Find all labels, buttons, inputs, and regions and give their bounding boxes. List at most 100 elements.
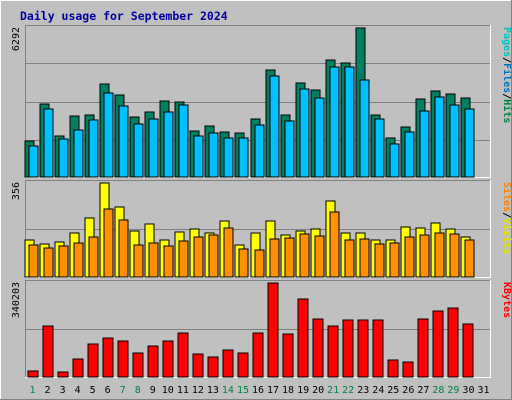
bar-sites-day-13	[208, 234, 219, 278]
legend-part: Files	[501, 63, 512, 93]
x-tick-label: 25	[387, 385, 399, 396]
bar-sites-day-28	[434, 232, 445, 278]
bar-kbytes-day-3	[57, 371, 69, 378]
bar-kbytes-day-11	[177, 332, 189, 378]
bar-sites-day-27	[419, 234, 430, 278]
bar-kbytes-day-2	[42, 325, 54, 378]
panel-kbytes: 340203 KBytes	[11, 280, 512, 378]
bar-sites-day-23	[359, 238, 370, 278]
x-tick-label: 16	[252, 385, 264, 396]
x-tick-label: 18	[282, 385, 294, 396]
x-tick-label: 13	[207, 385, 219, 396]
bar-kbytes-day-5	[87, 343, 99, 378]
x-tick-label: 26	[402, 385, 414, 396]
x-tick-label: 9	[150, 385, 156, 396]
y-max-label: 356	[11, 182, 22, 200]
bar-kbytes-day-6	[102, 337, 114, 378]
bar-sites-day-14	[223, 227, 234, 278]
x-tick-label: 8	[135, 385, 141, 396]
x-tick-label: 7	[120, 385, 126, 396]
bar-kbytes-day-28	[432, 310, 444, 378]
bar-kbytes-day-1	[27, 370, 39, 378]
x-axis-day-labels: 1 2 3 4 5 6 7 8 9 10 11 12 13 14 15 16 17 18 19 20 21 22 23 24 2…	[30, 385, 490, 396]
y-max-label: 6292	[11, 27, 22, 51]
bar-kbytes-day-21	[327, 325, 339, 378]
bar-sites-day-6	[103, 208, 114, 278]
bar-files-day-25	[389, 143, 400, 178]
legend-part: Hits	[501, 99, 512, 123]
legend-part: Visits	[501, 218, 512, 254]
x-tick-label: 30	[462, 385, 474, 396]
bar-files-day-10	[163, 111, 174, 178]
bar-kbytes-day-18	[282, 333, 294, 378]
bar-files-day-11	[178, 104, 189, 178]
bar-sites-day-21	[329, 211, 340, 278]
bar-files-day-22	[344, 66, 355, 178]
bar-files-day-21	[329, 66, 340, 178]
bar-kbytes-day-13	[207, 356, 219, 378]
bar-kbytes-day-10	[162, 340, 174, 378]
bar-sites-day-4	[73, 242, 84, 278]
bar-files-day-27	[419, 110, 430, 178]
bar-sites-day-17	[269, 238, 280, 278]
bar-kbytes-day-19	[297, 298, 309, 378]
bar-files-day-18	[284, 120, 295, 178]
bar-files-day-24	[374, 118, 385, 178]
bar-kbytes-day-9	[147, 345, 159, 378]
x-tick-label: 28	[432, 385, 444, 396]
bar-sites-day-30	[464, 239, 475, 278]
bar-kbytes-day-22	[342, 319, 354, 378]
bar-sites-day-26	[404, 236, 415, 278]
x-tick-label: 27	[417, 385, 429, 396]
bar-files-day-28	[434, 96, 445, 178]
bar-sites-day-1	[28, 244, 39, 278]
bar-kbytes-day-15	[237, 352, 249, 378]
bar-files-day-15	[238, 137, 249, 178]
legend-part: Pages	[501, 27, 512, 57]
legend-part: Sites	[501, 182, 512, 212]
legend-part: /	[501, 93, 512, 99]
panel-hits-files-pages: 6292 Pages/Files/Hits	[11, 25, 512, 178]
bar-files-day-7	[118, 105, 129, 178]
bar-sites-day-9	[148, 242, 159, 278]
bar-files-day-14	[223, 137, 234, 178]
bar-files-day-5	[88, 119, 99, 178]
bar-kbytes-day-24	[372, 319, 384, 378]
bar-files-day-23	[359, 79, 370, 178]
bar-sites-day-12	[193, 236, 204, 278]
bars	[27, 282, 474, 378]
bar-kbytes-day-20	[312, 318, 324, 378]
bar-sites-day-19	[299, 233, 310, 278]
x-tick-label: 2	[45, 385, 51, 396]
bar-kbytes-day-16	[252, 332, 264, 378]
bar-sites-day-15	[238, 248, 249, 278]
x-tick-label: 1	[30, 385, 36, 396]
bar-kbytes-day-17	[267, 282, 279, 378]
bar-files-day-3	[58, 138, 69, 178]
bar-files-day-6	[103, 92, 114, 178]
bar-sites-day-8	[133, 244, 144, 278]
chart-title: Daily usage for September 2024	[20, 9, 228, 23]
x-tick-label: 3	[60, 385, 66, 396]
legend-part: /	[501, 212, 512, 218]
bar-files-day-26	[404, 131, 415, 178]
bars	[24, 27, 475, 178]
bar-files-day-17	[269, 75, 280, 178]
x-tick-label: 14	[222, 385, 234, 396]
x-tick-label: 15	[237, 385, 249, 396]
bar-files-day-8	[133, 123, 144, 178]
x-tick-label: 17	[267, 385, 279, 396]
y-max-label: 340203	[11, 282, 22, 318]
bar-files-day-20	[314, 97, 325, 178]
bar-files-day-1	[28, 145, 39, 178]
bar-files-day-19	[299, 88, 310, 178]
bar-files-day-13	[208, 132, 219, 178]
bar-sites-day-2	[43, 247, 54, 278]
x-tick-label: 21	[327, 385, 339, 396]
bar-sites-day-11	[178, 240, 189, 278]
bar-sites-day-18	[284, 237, 295, 278]
bar-files-day-12	[193, 135, 204, 178]
x-tick-label: 29	[447, 385, 459, 396]
